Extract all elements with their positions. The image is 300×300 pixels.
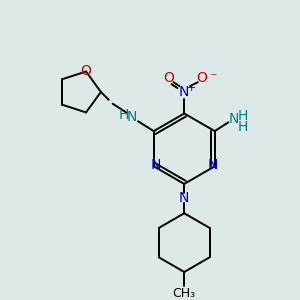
Text: N: N: [179, 85, 189, 99]
Text: O: O: [163, 71, 174, 85]
Text: N: N: [179, 190, 189, 205]
Text: N: N: [208, 158, 218, 172]
Text: N: N: [229, 112, 239, 126]
Text: +: +: [186, 83, 196, 93]
Text: O: O: [196, 71, 207, 85]
Text: CH₃: CH₃: [173, 287, 196, 300]
Text: ⁻: ⁻: [209, 71, 216, 85]
Text: H: H: [238, 120, 248, 134]
Text: N: N: [151, 158, 161, 172]
Text: O: O: [81, 64, 92, 79]
Text: N: N: [127, 110, 137, 124]
Text: H: H: [118, 108, 129, 122]
Text: H: H: [238, 110, 248, 123]
